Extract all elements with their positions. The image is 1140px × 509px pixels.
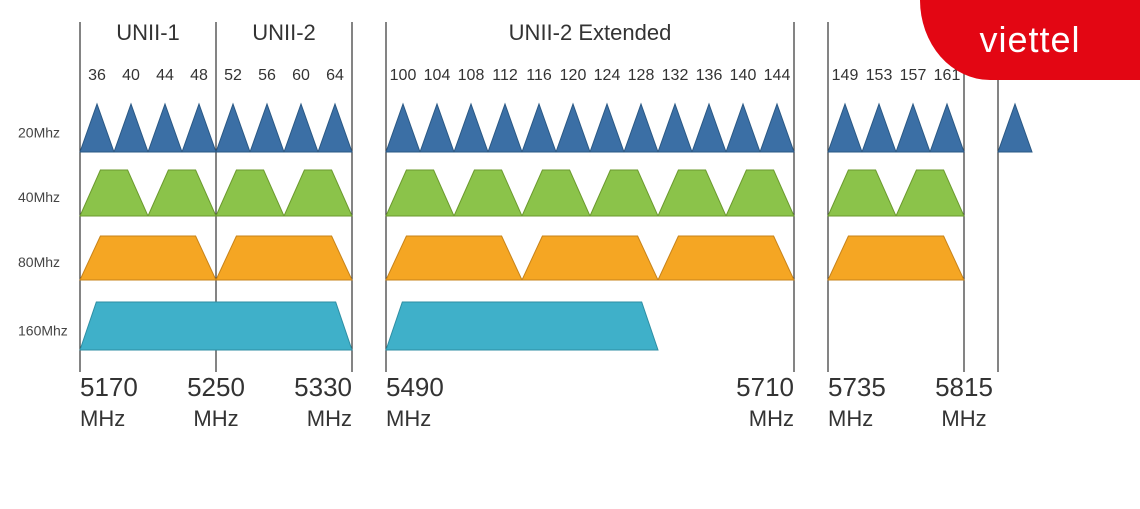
freq-value: 5250 [187, 372, 245, 402]
channel-20mhz-shape [930, 104, 964, 152]
channel-20mhz-shape [80, 104, 114, 152]
channel-number: 132 [662, 67, 689, 84]
band-title: UNII-2 Extended [509, 20, 672, 45]
channel-number: 149 [832, 67, 859, 84]
channel-number: 136 [696, 67, 723, 84]
freq-value: 5710 [736, 372, 794, 402]
freq-unit: MHz [749, 406, 794, 431]
channel-number: 36 [88, 67, 106, 84]
channel-160mhz-shape [80, 302, 352, 350]
channel-number: 116 [526, 67, 552, 84]
channel-number: 124 [594, 67, 621, 84]
channel-number: 64 [326, 67, 344, 84]
channel-number: 157 [900, 67, 927, 84]
channel-number: 144 [764, 67, 791, 84]
freq-value: 5735 [828, 372, 886, 402]
channel-20mhz-shape [726, 104, 760, 152]
row-label: 40Mhz [18, 189, 60, 205]
channel-40mhz-shape [658, 170, 726, 216]
channel-20mhz-shape [760, 104, 794, 152]
channel-40mhz-shape [386, 170, 454, 216]
brand-logo: viettel [920, 0, 1140, 80]
freq-unit: MHz [307, 406, 352, 431]
channel-20mhz-shape [488, 104, 522, 152]
channel-20mhz-shape [896, 104, 930, 152]
channel-number: 104 [424, 67, 451, 84]
channel-80mhz-shape [386, 236, 522, 280]
channel-20mhz-shape [284, 104, 318, 152]
channel-20mhz-shape [998, 104, 1032, 152]
channel-40mhz-shape [80, 170, 148, 216]
channel-number: 48 [190, 67, 208, 84]
channel-40mhz-shape [454, 170, 522, 216]
row-label: 160Mhz [18, 323, 68, 339]
channel-20mhz-shape [658, 104, 692, 152]
channel-number: 153 [866, 67, 893, 84]
channel-20mhz-shape [420, 104, 454, 152]
channel-number: 128 [628, 67, 655, 84]
channel-20mhz-shape [692, 104, 726, 152]
channel-20mhz-shape [386, 104, 420, 152]
freq-unit: MHz [80, 406, 125, 431]
channel-20mhz-shape [250, 104, 284, 152]
channel-40mhz-shape [216, 170, 284, 216]
freq-value: 5815 [935, 372, 993, 402]
channel-20mhz-shape [216, 104, 250, 152]
channel-number: 52 [224, 67, 242, 84]
row-label: 20Mhz [18, 125, 60, 141]
band-title: UNII-2 [252, 20, 316, 45]
channel-number: 140 [730, 67, 757, 84]
channel-number: 56 [258, 67, 276, 84]
channel-40mhz-shape [284, 170, 352, 216]
channel-40mhz-shape [726, 170, 794, 216]
channel-number: 112 [492, 67, 518, 84]
channel-80mhz-shape [216, 236, 352, 280]
channel-20mhz-shape [454, 104, 488, 152]
channel-40mhz-shape [522, 170, 590, 216]
channel-20mhz-shape [318, 104, 352, 152]
channel-20mhz-shape [624, 104, 658, 152]
freq-unit: MHz [193, 406, 238, 431]
channel-20mhz-shape [522, 104, 556, 152]
channel-number: 120 [560, 67, 587, 84]
channel-number: 40 [122, 67, 140, 84]
channel-80mhz-shape [658, 236, 794, 280]
freq-unit: MHz [941, 406, 986, 431]
freq-value: 5170 [80, 372, 138, 402]
freq-value: 5490 [386, 372, 444, 402]
channel-number: 108 [458, 67, 485, 84]
channel-number: 100 [390, 67, 417, 84]
band-title: UNII-1 [116, 20, 180, 45]
channel-20mhz-shape [828, 104, 862, 152]
freq-unit: MHz [386, 406, 431, 431]
channel-20mhz-shape [556, 104, 590, 152]
freq-value: 5330 [294, 372, 352, 402]
channel-20mhz-shape [182, 104, 216, 152]
channel-40mhz-shape [590, 170, 658, 216]
channel-40mhz-shape [828, 170, 896, 216]
channel-40mhz-shape [896, 170, 964, 216]
row-label: 80Mhz [18, 254, 60, 270]
channel-20mhz-shape [862, 104, 896, 152]
channel-number: 44 [156, 67, 174, 84]
channel-160mhz-shape [386, 302, 658, 350]
channel-number: 60 [292, 67, 310, 84]
channel-20mhz-shape [590, 104, 624, 152]
channel-40mhz-shape [148, 170, 216, 216]
channel-20mhz-shape [148, 104, 182, 152]
channel-80mhz-shape [80, 236, 216, 280]
freq-unit: MHz [828, 406, 873, 431]
channel-20mhz-shape [114, 104, 148, 152]
channel-80mhz-shape [828, 236, 964, 280]
brand-logo-text: viettel [979, 19, 1080, 61]
channel-80mhz-shape [522, 236, 658, 280]
